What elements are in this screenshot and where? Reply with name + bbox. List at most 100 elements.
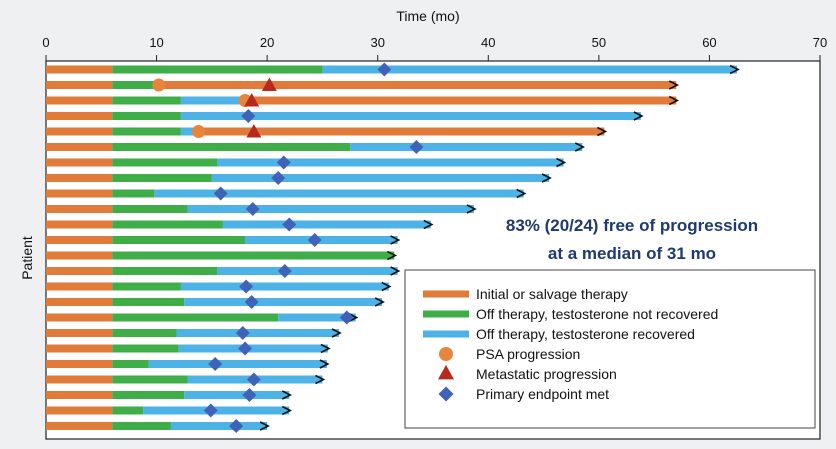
ongoing-arrow [390,266,401,276]
bar-segment-off-recovered [278,313,356,322]
x-axis: 0 10 20 30 40 50 60 70 [42,35,827,61]
primary-endpoint-marker [208,357,223,371]
ongoing-arrow [374,297,385,307]
bar-segment-off-not-recovered [112,344,179,353]
ongoing-arrow [729,64,740,75]
primary-endpoint-marker [241,109,256,123]
x-tick-label: 60 [702,35,716,50]
bar-segment-off-recovered [184,391,290,399]
ongoing-arrow [331,328,342,338]
bar-segment-off-not-recovered [112,189,155,198]
bar-segment-off-recovered [176,329,340,337]
bar-segment-off-not-recovered [112,251,395,260]
bar-segment-off-not-recovered [112,406,144,415]
primary-endpoint-marker [377,62,392,77]
primary-endpoint-marker [245,202,260,216]
bar-segment-off-recovered [217,267,398,275]
bar-segment-off-recovered [211,174,550,182]
metastatic-progression-marker [246,124,262,138]
bar-segment-therapy [198,127,605,136]
x-tick-label: 70 [813,35,827,50]
x-tick-label: 40 [481,35,495,50]
x-tick-label: 30 [370,35,384,50]
ongoing-arrow [319,359,330,369]
metastatic-progression-marker [261,77,277,91]
bar-segment-off-not-recovered [112,422,171,430]
bar-segment-off-not-recovered [112,158,218,167]
ongoing-arrow [668,80,680,90]
bar-segment-off-recovered [187,205,474,213]
primary-endpoint-marker [277,264,292,278]
bar-segment-off-not-recovered [112,81,159,89]
bar-segment-therapy [46,406,113,415]
legend-box [404,269,816,429]
bar-segment-off-recovered [180,96,246,105]
annotation-line-2: at a median of 31 mo [548,244,716,263]
primary-endpoint-marker [271,171,286,185]
bar-segment-off-recovered [322,65,738,74]
ongoing-arrow [574,142,586,152]
x-axis-title: Time (mo) [396,8,459,24]
bar-segment-therapy [46,360,113,368]
ongoing-arrow [633,111,644,121]
bar-segment-off-not-recovered [112,313,279,322]
primary-endpoint-marker [276,155,291,170]
primary-endpoint-marker [246,372,261,387]
bar-segment-therapy [46,81,113,89]
bar-segment-off-not-recovered [112,360,149,368]
bar-segment-off-not-recovered [112,174,212,182]
bar-segment-off-not-recovered [112,391,185,399]
primary-endpoint-marker [213,186,228,201]
bar-segment-therapy [46,344,113,353]
bar-segment-off-not-recovered [112,205,188,213]
primary-endpoint-marker [282,217,297,232]
x-tick-label: 10 [149,35,163,50]
psa-progression-marker [152,78,166,92]
annotation-line-1: 83% (20/24) free of progression [506,216,758,235]
primary-endpoint-marker [239,279,254,294]
legend-label: Primary endpoint met [476,386,609,402]
ongoing-arrow [423,219,434,230]
bar-segment-therapy [46,282,113,291]
x-tick-label: 20 [260,35,274,50]
bar-segment-off-recovered [154,189,524,198]
primary-endpoint-marker [339,310,354,325]
bar-segment-therapy [46,112,113,120]
primary-endpoint-marker [229,419,244,433]
bar-segment-off-recovered [180,112,641,120]
bar-segment-therapy [46,205,113,213]
ongoing-arrow [556,157,567,168]
bar-segment-off-recovered [170,422,268,430]
bar-segment-off-recovered [184,298,383,306]
ongoing-arrow [390,235,401,245]
legend-swatch-bar [423,310,469,318]
ongoing-arrow [320,343,331,354]
bar-segment-therapy [46,174,113,182]
bar-segment-off-recovered [217,158,564,167]
bar-segment-therapy [46,220,113,229]
ongoing-arrow [597,126,608,137]
legend-swatch-diamond [438,386,454,402]
ongoing-arrow [348,312,359,323]
bar-segment-therapy [46,127,113,136]
legend-label: Initial or salvage therapy [476,286,628,302]
y-axis-title: Patient [19,236,35,280]
bar-segment-off-recovered [148,360,327,368]
primary-endpoint-marker [242,388,257,402]
bar-segment-off-not-recovered [112,65,323,74]
patient-bars [46,64,740,431]
legend-label: PSA progression [476,346,580,362]
ongoing-arrow [386,250,398,261]
legend-label: Metastatic progression [476,366,617,382]
bar-segment-off-not-recovered [112,282,181,291]
bar-segment-off-recovered [178,344,328,353]
ongoing-arrow [541,173,552,183]
bar-segment-off-recovered [180,282,389,291]
primary-endpoint-marker [244,295,259,309]
primary-endpoint-marker [409,140,424,154]
legend-label: Off therapy, testosterone recovered [476,326,695,342]
legend-swatch-triangle [438,365,454,380]
bar-segment-therapy [245,96,677,105]
bar-segment-therapy [46,298,113,306]
